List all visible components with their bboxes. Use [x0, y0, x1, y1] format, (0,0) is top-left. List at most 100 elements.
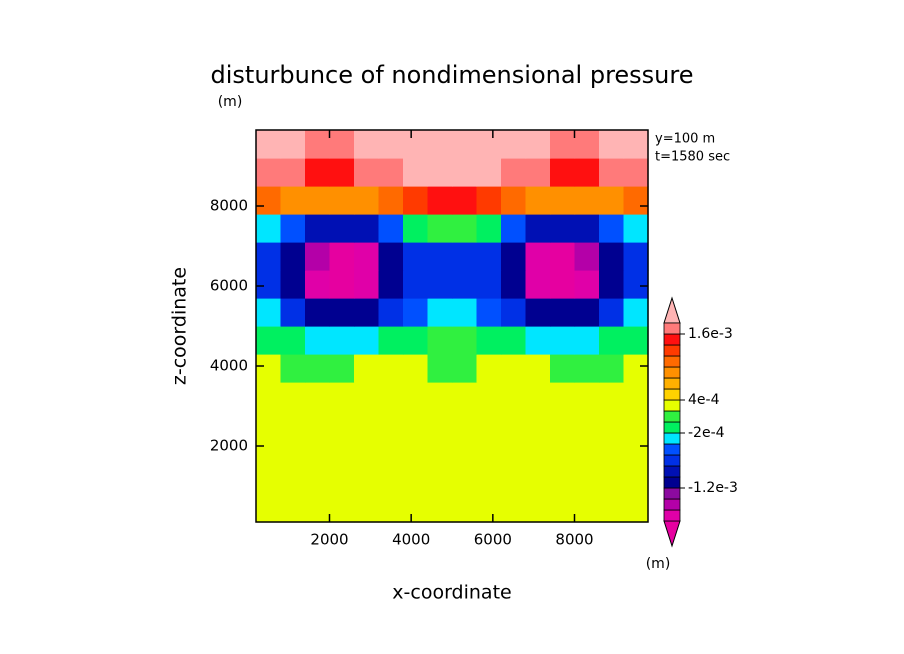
contour-cell [256, 326, 282, 355]
contour-cell [599, 410, 625, 439]
contour-cell [280, 270, 306, 299]
contour-cell [329, 326, 355, 355]
contour-cell [525, 410, 551, 439]
contour-cell [550, 298, 576, 327]
contour-cell [427, 242, 453, 271]
contour-cell [525, 438, 551, 467]
contour-cell [599, 326, 625, 355]
contour-cell [305, 298, 331, 327]
contour-cell [329, 242, 355, 271]
contour-cell [452, 186, 478, 215]
contour-cell [305, 494, 331, 523]
contour-cell [452, 382, 478, 411]
contour-cell [452, 270, 478, 299]
contour-cell [329, 270, 355, 299]
contour-cell [476, 214, 502, 243]
contour-cell [623, 410, 649, 439]
contour-cell [378, 242, 404, 271]
contour-cell [354, 382, 380, 411]
contour-cell [354, 130, 380, 159]
contour-cell [427, 494, 453, 523]
contour-cell [574, 214, 600, 243]
contour-cell [599, 438, 625, 467]
contour-cell [378, 214, 404, 243]
contour-cell [476, 270, 502, 299]
contour-cell [599, 130, 625, 159]
x-tick-label: 8000 [555, 531, 593, 549]
contour-cell [280, 466, 306, 495]
contour-cell [280, 438, 306, 467]
contour-cell [525, 466, 551, 495]
contour-cell [305, 214, 331, 243]
contour-cell [550, 466, 576, 495]
colorbar-tick-label: -2e-4 [688, 425, 725, 441]
contour-cell [403, 214, 429, 243]
colorbar-band [663, 432, 681, 445]
contour-cell [354, 326, 380, 355]
colorbar-band [663, 443, 681, 456]
contour-cell [574, 466, 600, 495]
contour-cell [501, 466, 527, 495]
contour-cell [550, 130, 576, 159]
contour-cell [599, 466, 625, 495]
contour-cell [280, 242, 306, 271]
contour-cell [599, 494, 625, 523]
colorbar-band [663, 509, 681, 522]
contour-cell [305, 158, 331, 187]
contour-cell [550, 270, 576, 299]
colorbar-band [663, 322, 681, 335]
colorbar-band [663, 421, 681, 434]
contour-cell [256, 438, 282, 467]
contour-cell [623, 354, 649, 383]
contour-cell [574, 130, 600, 159]
contour-cell [476, 410, 502, 439]
contour-cell [305, 466, 331, 495]
contour-cell [525, 382, 551, 411]
contour-cell [280, 326, 306, 355]
contour-cell [550, 410, 576, 439]
colorbar-band [663, 355, 681, 368]
contour-cell [501, 298, 527, 327]
colorbar-band [663, 410, 681, 423]
contour-cell [378, 158, 404, 187]
contour-cell [378, 298, 404, 327]
contour-cell [476, 298, 502, 327]
contour-cell [378, 494, 404, 523]
contour-cell [378, 466, 404, 495]
contour-cell [427, 354, 453, 383]
y-tick-label: 8000 [210, 197, 248, 215]
contour-cell [623, 242, 649, 271]
contour-cell [354, 466, 380, 495]
colorbar-band [663, 465, 681, 478]
contour-cell [574, 242, 600, 271]
contour-cell [403, 466, 429, 495]
contour-cell [501, 130, 527, 159]
x-tick-label: 6000 [474, 531, 512, 549]
colorbar-band [663, 487, 681, 500]
contour-cell [256, 214, 282, 243]
contour-cell [550, 494, 576, 523]
contour-cell [280, 382, 306, 411]
contour-cell [378, 326, 404, 355]
plot-frame [255, 129, 649, 523]
annotation: y=100 m [655, 132, 715, 147]
contour-cell [403, 242, 429, 271]
contour-cell [452, 158, 478, 187]
colorbar-band [663, 388, 681, 401]
contour-cell [501, 242, 527, 271]
contour-cell [329, 130, 355, 159]
contour-cell [378, 410, 404, 439]
contour-cell [599, 214, 625, 243]
contour-cell [378, 354, 404, 383]
contour-cell [599, 158, 625, 187]
contour-cell [623, 438, 649, 467]
contour-cell [623, 466, 649, 495]
contour-cell [599, 186, 625, 215]
contour-cell [329, 298, 355, 327]
contour-cell [256, 298, 282, 327]
contour-cell [329, 354, 355, 383]
contour-cell [256, 158, 282, 187]
contour-cell [550, 214, 576, 243]
colorbar-band [663, 366, 681, 379]
